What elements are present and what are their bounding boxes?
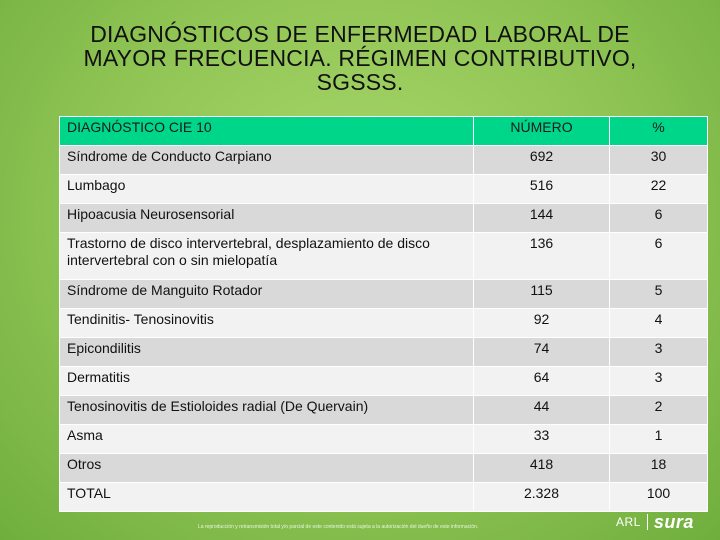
table-row-total: TOTAL 2.328 100 <box>59 482 708 512</box>
cell-porcentaje: 6 <box>609 203 708 233</box>
cell-porcentaje: 100 <box>609 482 708 512</box>
cell-diagnostico: Hipoacusia Neurosensorial <box>59 203 474 233</box>
cell-numero: 418 <box>473 453 610 483</box>
table-row: Dermatitis 64 3 <box>59 366 708 396</box>
table-row: Tendinitis- Tenosinovitis 92 4 <box>59 308 708 338</box>
title-line-2: MAYOR FRECUENCIA. RÉGIMEN CONTRIBUTIVO, <box>83 45 637 71</box>
table-header-row: DIAGNÓSTICO CIE 10 NÚMERO % <box>59 116 708 146</box>
page-title: DIAGNÓSTICOS DE ENFERMEDAD LABORAL DE MA… <box>30 22 690 94</box>
cell-porcentaje: 2 <box>609 395 708 425</box>
diagnosis-table: DIAGNÓSTICO CIE 10 NÚMERO % Síndrome de … <box>59 116 708 512</box>
cell-diagnostico: Otros <box>59 453 474 483</box>
cell-numero: 692 <box>473 145 610 175</box>
header-numero: NÚMERO <box>473 116 610 146</box>
cell-numero: 74 <box>473 337 610 367</box>
table-row: Asma 33 1 <box>59 424 708 454</box>
cell-numero: 516 <box>473 174 610 204</box>
table-row: Tenosinovitis de Estioloides radial (De … <box>59 395 708 425</box>
table-row: Otros 418 18 <box>59 453 708 483</box>
cell-porcentaje: 22 <box>609 174 708 204</box>
cell-porcentaje: 18 <box>609 453 708 483</box>
cell-diagnostico: Tendinitis- Tenosinovitis <box>59 308 474 338</box>
cell-porcentaje: 3 <box>609 337 708 367</box>
cell-numero: 136 <box>473 232 610 280</box>
cell-numero: 33 <box>473 424 610 454</box>
table-row: Lumbago 516 22 <box>59 174 708 204</box>
cell-numero: 92 <box>473 308 610 338</box>
logo-divider <box>646 514 648 530</box>
logo-sura-text: sura <box>653 511 694 532</box>
cell-numero: 64 <box>473 366 610 396</box>
cell-diagnostico: Dermatitis <box>59 366 474 396</box>
cell-diagnostico: Asma <box>59 424 474 454</box>
cell-diagnostico: Tenosinovitis de Estioloides radial (De … <box>59 395 474 425</box>
copyright-note: La reproducción y retransmisión total y/… <box>198 524 479 530</box>
title-line-1: DIAGNÓSTICOS DE ENFERMEDAD LABORAL DE <box>90 21 630 47</box>
arl-sura-logo: ARL sura <box>616 512 694 532</box>
table-row: Síndrome de Conducto Carpiano 692 30 <box>59 145 708 175</box>
cell-numero: 115 <box>473 279 610 309</box>
table-row: Trastorno de disco intervertebral, despl… <box>59 232 708 280</box>
table-row: Epicondilitis 74 3 <box>59 337 708 367</box>
cell-porcentaje: 1 <box>609 424 708 454</box>
cell-diagnostico: TOTAL <box>59 482 474 512</box>
cell-porcentaje: 30 <box>609 145 708 175</box>
cell-diagnostico: Síndrome de Conducto Carpiano <box>59 145 474 175</box>
cell-numero: 2.328 <box>473 482 610 512</box>
cell-numero: 44 <box>473 395 610 425</box>
cell-diagnostico: Síndrome de Manguito Rotador <box>59 279 474 309</box>
table-row: Síndrome de Manguito Rotador 115 5 <box>59 279 708 309</box>
table-row: Hipoacusia Neurosensorial 144 6 <box>59 203 708 233</box>
logo-arl-text: ARL <box>616 515 641 529</box>
header-porcentaje: % <box>609 116 708 146</box>
cell-porcentaje: 4 <box>609 308 708 338</box>
cell-porcentaje: 3 <box>609 366 708 396</box>
cell-porcentaje: 5 <box>609 279 708 309</box>
cell-porcentaje: 6 <box>609 232 708 280</box>
cell-diagnostico: Lumbago <box>59 174 474 204</box>
title-line-3: SGSSS. <box>316 69 404 95</box>
cell-diagnostico: Trastorno de disco intervertebral, despl… <box>59 232 474 280</box>
header-diagnostico: DIAGNÓSTICO CIE 10 <box>59 116 474 146</box>
cell-diagnostico: Epicondilitis <box>59 337 474 367</box>
cell-numero: 144 <box>473 203 610 233</box>
